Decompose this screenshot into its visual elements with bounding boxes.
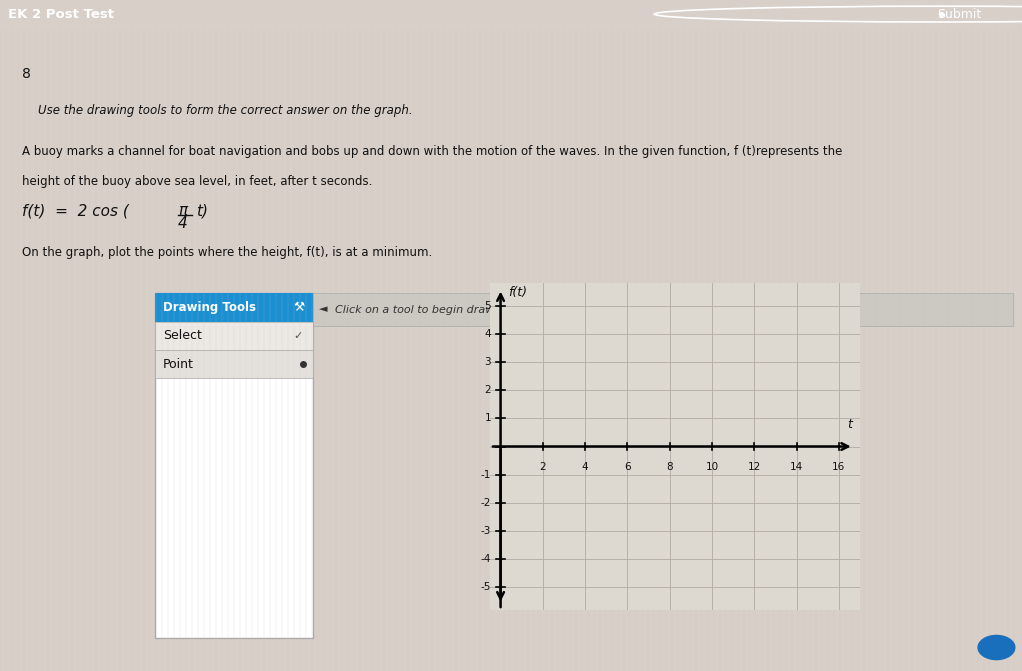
Text: On the graph, plot the points where the height, f(t), is at a minimum.: On the graph, plot the points where the … (22, 246, 432, 259)
Text: ✓: ✓ (293, 331, 303, 341)
Text: Submit: Submit (937, 7, 981, 21)
Text: -3: -3 (480, 526, 491, 536)
Text: t): t) (196, 203, 208, 218)
Text: π: π (178, 203, 187, 218)
Bar (703, 297, 771, 322)
Bar (779, 297, 851, 322)
Text: ↺: ↺ (789, 303, 799, 316)
Bar (155, 293, 313, 637)
Text: 10: 10 (705, 462, 718, 472)
Text: 4: 4 (484, 329, 491, 339)
Text: 2: 2 (540, 462, 546, 472)
Text: 5: 5 (484, 301, 491, 311)
Text: t: t (847, 418, 852, 431)
Text: 1: 1 (484, 413, 491, 423)
Text: f(t)  =  2 cos (: f(t) = 2 cos ( (22, 203, 129, 218)
Text: Point: Point (162, 358, 194, 371)
Text: Use the drawing tools to form the correct answer on the graph.: Use the drawing tools to form the correc… (38, 104, 413, 117)
Text: Undo: Undo (723, 305, 751, 315)
Text: -2: -2 (480, 498, 491, 508)
Bar (155, 293, 313, 322)
Text: height of the buoy above sea level, in feet, after t seconds.: height of the buoy above sea level, in f… (22, 175, 372, 188)
Text: 12: 12 (748, 462, 761, 472)
Text: 4: 4 (582, 462, 589, 472)
Text: 2: 2 (484, 385, 491, 395)
Text: A buoy marks a channel for boat navigation and bobs up and down with the motion : A buoy marks a channel for boat navigati… (22, 144, 842, 158)
Text: 16: 16 (832, 462, 845, 472)
Text: Click on a tool to begin drawing.: Click on a tool to begin drawing. (335, 305, 515, 315)
Text: Select: Select (162, 329, 202, 342)
Text: 8: 8 (666, 462, 673, 472)
Text: -5: -5 (480, 582, 491, 592)
Text: 3: 3 (484, 357, 491, 367)
Text: f(t): f(t) (508, 286, 527, 299)
Text: Reset: Reset (799, 305, 831, 315)
Text: ⚒: ⚒ (293, 301, 305, 314)
Bar (313, 293, 1013, 326)
Text: ◄: ◄ (319, 305, 327, 315)
Text: -1: -1 (480, 470, 491, 480)
Text: 14: 14 (790, 462, 803, 472)
Text: 4: 4 (178, 217, 188, 231)
Text: EK 2 Post Test: EK 2 Post Test (8, 7, 114, 21)
Text: ?: ? (992, 641, 1001, 654)
Text: 6: 6 (624, 462, 631, 472)
Text: ↩: ↩ (713, 303, 724, 316)
Bar (155, 350, 313, 378)
Bar (623, 297, 693, 322)
Text: 8: 8 (22, 66, 31, 81)
Text: -4: -4 (480, 554, 491, 564)
Text: Copy…: Copy… (640, 305, 677, 315)
Bar (155, 322, 313, 350)
Text: Drawing Tools: Drawing Tools (162, 301, 256, 314)
